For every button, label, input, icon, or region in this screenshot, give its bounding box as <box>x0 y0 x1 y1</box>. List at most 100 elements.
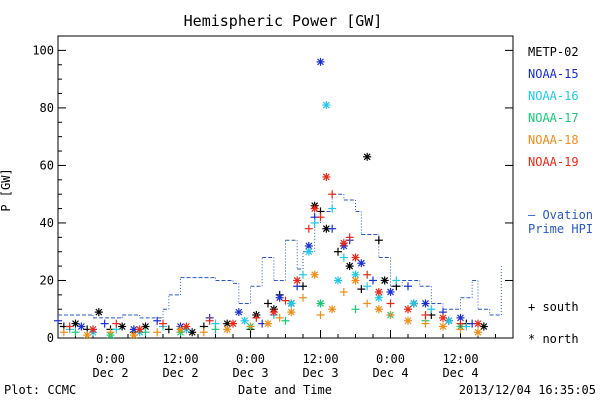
data-point <box>404 305 412 314</box>
data-point <box>240 316 249 325</box>
footer-right: 2013/12/04 16:35:05 <box>459 383 596 397</box>
data-point <box>94 308 103 317</box>
data-point <box>404 316 412 325</box>
data-point <box>229 319 237 328</box>
data-point <box>287 299 296 308</box>
data-point <box>316 310 325 319</box>
data-point <box>456 319 465 328</box>
data-point <box>153 316 162 325</box>
data-point <box>281 316 290 325</box>
data-point <box>182 322 191 331</box>
data-point <box>164 325 173 334</box>
x-axis-label: Date and Time <box>238 383 332 397</box>
data-point <box>205 316 214 325</box>
data-point <box>351 253 360 262</box>
data-point <box>374 305 383 314</box>
x-tick-date-label: Dec 2 <box>92 366 128 380</box>
data-point <box>304 224 313 233</box>
data-point <box>199 328 208 337</box>
data-point <box>334 276 342 285</box>
data-point <box>106 328 115 337</box>
data-point <box>287 308 296 317</box>
north-marker-label: * north <box>528 332 579 346</box>
y-tick-label: 60 <box>40 158 54 172</box>
data-point <box>112 319 121 328</box>
data-point <box>386 287 395 296</box>
y-tick-label: 100 <box>32 43 54 57</box>
data-point <box>65 322 74 331</box>
y-tick-label: 0 <box>47 331 54 345</box>
data-point <box>234 308 243 317</box>
data-point <box>339 239 348 248</box>
x-tick-time-label: 12:00 <box>162 352 198 366</box>
data-point <box>374 236 383 245</box>
x-tick-date-label: Dec 4 <box>442 366 478 380</box>
data-point <box>246 322 255 331</box>
data-point <box>83 331 92 340</box>
x-tick-time-label: 0:00 <box>376 352 405 366</box>
data-point <box>118 322 127 331</box>
data-point <box>135 325 144 334</box>
scatter-points <box>54 57 488 340</box>
data-point <box>293 276 302 285</box>
x-tick-date-label: Dec 4 <box>372 366 408 380</box>
legend-item: NOAA-17 <box>528 111 579 125</box>
data-point <box>310 218 319 227</box>
data-point <box>479 322 488 331</box>
data-point <box>334 247 342 256</box>
chart-title: Hemispheric Power [GW] <box>184 12 383 30</box>
x-tick-date-label: Dec 2 <box>162 366 198 380</box>
data-point <box>188 328 197 337</box>
legend-item: NOAA-16 <box>528 89 579 103</box>
data-point <box>392 276 401 285</box>
data-point <box>369 276 377 285</box>
data-point <box>374 287 383 296</box>
x-tick-date-label: Dec 3 <box>232 366 268 380</box>
data-point <box>421 319 430 328</box>
data-point <box>439 313 447 322</box>
y-axis-label: P [GW] <box>0 168 13 211</box>
data-point <box>345 233 354 242</box>
data-point <box>71 319 80 328</box>
data-point <box>275 293 284 302</box>
data-point <box>427 305 436 314</box>
data-point <box>153 328 162 337</box>
data-point <box>159 319 167 328</box>
plot-frame <box>57 35 514 339</box>
data-point <box>322 101 331 110</box>
data-point <box>281 296 290 305</box>
data-point <box>386 310 395 319</box>
data-point <box>264 299 272 308</box>
data-point <box>444 316 453 325</box>
data-point <box>100 319 109 328</box>
data-point <box>363 299 372 308</box>
south-marker-label: + south <box>528 300 579 314</box>
data-point <box>404 282 412 291</box>
data-point <box>304 247 313 256</box>
data-point <box>77 322 86 331</box>
data-point <box>269 308 278 317</box>
y-tick-label: 20 <box>40 273 54 287</box>
data-point <box>351 270 360 279</box>
ovation-label-line2: Prime HPI <box>528 222 593 236</box>
data-point <box>176 325 185 334</box>
data-point <box>351 276 360 285</box>
data-point <box>439 322 447 331</box>
data-point <box>299 270 307 279</box>
data-point <box>357 285 366 294</box>
legend-item: NOAA-15 <box>528 67 579 81</box>
data-point <box>59 328 68 337</box>
data-point <box>310 270 319 279</box>
data-point <box>339 287 348 296</box>
data-point <box>89 325 97 334</box>
data-point <box>339 253 348 262</box>
data-point <box>421 299 430 308</box>
data-point <box>328 204 337 213</box>
legend-item: NOAA-19 <box>528 155 579 169</box>
data-point <box>474 319 482 328</box>
x-tick-time-label: 12:00 <box>302 352 338 366</box>
data-point <box>275 313 284 322</box>
data-point <box>299 293 307 302</box>
